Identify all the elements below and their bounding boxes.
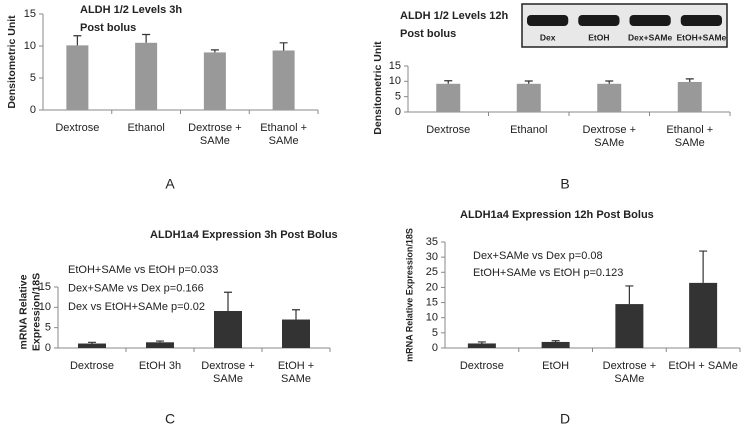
panel-label: C xyxy=(165,411,175,427)
error-bar xyxy=(699,250,708,283)
blot-band xyxy=(629,15,671,26)
error-bar xyxy=(625,285,634,305)
y-tick-label: 0 xyxy=(45,342,51,354)
x-tick-label: EtOH + SAMe xyxy=(278,360,314,385)
x-tick-label: Dextrose + SAMe xyxy=(583,124,637,149)
chart-title: ALDH 1/2 Levels 12h xyxy=(400,10,508,22)
x-tick-label: EtOH + SAMe xyxy=(668,360,737,372)
error-bar xyxy=(292,309,300,320)
y-tick-label: 10 xyxy=(389,75,401,87)
y-tick-label: 10 xyxy=(39,301,51,313)
x-tick-label: Dextrose + SAMe xyxy=(603,360,657,385)
annotation: Dex+SAMe vs Dex p=0.08 xyxy=(473,250,603,262)
x-tick-label: EtOH xyxy=(542,360,569,372)
y-tick-label: 0 xyxy=(30,104,36,116)
x-tick-label: Ethanol xyxy=(127,122,164,134)
bar xyxy=(135,42,158,110)
y-axis-label: Densitometric Unit xyxy=(372,41,384,135)
y-tick-label: 5 xyxy=(45,322,51,334)
y-tick-label: 20 xyxy=(426,281,438,293)
y-tick-label: 15 xyxy=(39,281,51,293)
error-bar xyxy=(551,340,560,342)
error-bar xyxy=(524,80,533,84)
bar xyxy=(282,319,310,348)
blot-label: Dex xyxy=(540,32,556,42)
y-tick-label: 10 xyxy=(426,312,438,324)
blot-label: EtOH xyxy=(588,32,609,42)
chart-title: ALDH1a4 Expression 3h Post Bolus xyxy=(150,229,338,241)
x-tick-label: Dextrose xyxy=(426,124,470,136)
bar xyxy=(203,52,226,110)
x-tick-label: EtOH 3h xyxy=(139,360,181,372)
error-bar xyxy=(477,341,486,344)
bar xyxy=(146,342,174,348)
x-tick-label: Ethanol xyxy=(510,124,547,136)
bar xyxy=(66,45,89,110)
error-bar xyxy=(73,35,82,46)
y-tick-label: 30 xyxy=(426,251,438,263)
x-tick-label: Dextrose xyxy=(70,360,114,372)
chart-subtitle: Post bolus xyxy=(400,28,456,40)
blot-band xyxy=(527,15,569,26)
bar xyxy=(436,83,461,112)
chart-subtitle: Post bolus xyxy=(80,22,136,34)
bar xyxy=(689,282,718,348)
y-tick-label: 5 xyxy=(30,72,36,84)
blot-label: EtOH+SAMe xyxy=(676,32,726,42)
x-tick-label: Dextrose xyxy=(55,122,99,134)
y-axis-label: Densitometric Unit xyxy=(6,15,18,109)
blot-label: Dex+SAMe xyxy=(628,32,672,42)
bar xyxy=(516,83,541,112)
bar xyxy=(78,343,106,348)
x-tick-label: Ethanol + SAMe xyxy=(666,124,713,149)
error-bar xyxy=(685,78,694,82)
x-tick-label: Dextrose xyxy=(460,360,504,372)
bar xyxy=(467,343,496,348)
x-tick-label: Dextrose + SAMe xyxy=(201,360,255,385)
error-bar xyxy=(279,42,288,51)
bar xyxy=(214,310,242,348)
error-bar xyxy=(156,340,164,343)
error-bar xyxy=(142,33,151,43)
bar xyxy=(615,304,644,348)
panel-label: B xyxy=(560,176,569,192)
chart-title: ALDH1a4 Expression 12h Post Bolus xyxy=(460,209,654,221)
error-bar xyxy=(88,341,96,344)
error-bar xyxy=(210,49,219,53)
x-tick-label: Ethanol + SAMe xyxy=(260,122,307,147)
bar xyxy=(541,341,570,348)
y-tick-label: 35 xyxy=(426,236,438,248)
y-tick-label: 25 xyxy=(426,266,438,278)
error-bar xyxy=(444,80,453,84)
annotation: EtOH+SAMe vs EtOH p=0.033 xyxy=(68,264,218,276)
panel-label: A xyxy=(165,176,175,192)
y-tick-label: 5 xyxy=(395,91,401,103)
error-bar xyxy=(605,80,614,84)
y-tick-label: 0 xyxy=(432,342,438,354)
bar xyxy=(272,50,295,110)
error-bar xyxy=(224,291,232,311)
blot-band xyxy=(680,15,722,26)
y-tick-label: 15 xyxy=(24,8,36,20)
y-axis-label: mRNA Relative Expression/18S xyxy=(404,228,414,362)
y-tick-label: 15 xyxy=(389,60,401,72)
bar xyxy=(677,81,702,112)
bar xyxy=(597,83,622,112)
annotation: Dex vs EtOH+SAMe p=0.02 xyxy=(68,301,205,313)
y-tick-label: 0 xyxy=(395,106,401,118)
blot-band xyxy=(578,15,620,26)
panel-label: D xyxy=(560,411,570,427)
y-tick-label: 15 xyxy=(426,296,438,308)
annotation: Dex+SAMe vs Dex p=0.166 xyxy=(68,282,204,294)
y-tick-label: 5 xyxy=(432,327,438,339)
y-tick-label: 10 xyxy=(24,40,36,52)
x-tick-label: Dextrose + SAMe xyxy=(188,122,242,147)
annotation: EtOH+SAMe vs EtOH p=0.123 xyxy=(473,267,623,279)
y-axis-label: mRNA RelativeExpression/18S xyxy=(17,273,42,351)
chart-title: ALDH 1/2 Levels 3h xyxy=(80,4,182,16)
